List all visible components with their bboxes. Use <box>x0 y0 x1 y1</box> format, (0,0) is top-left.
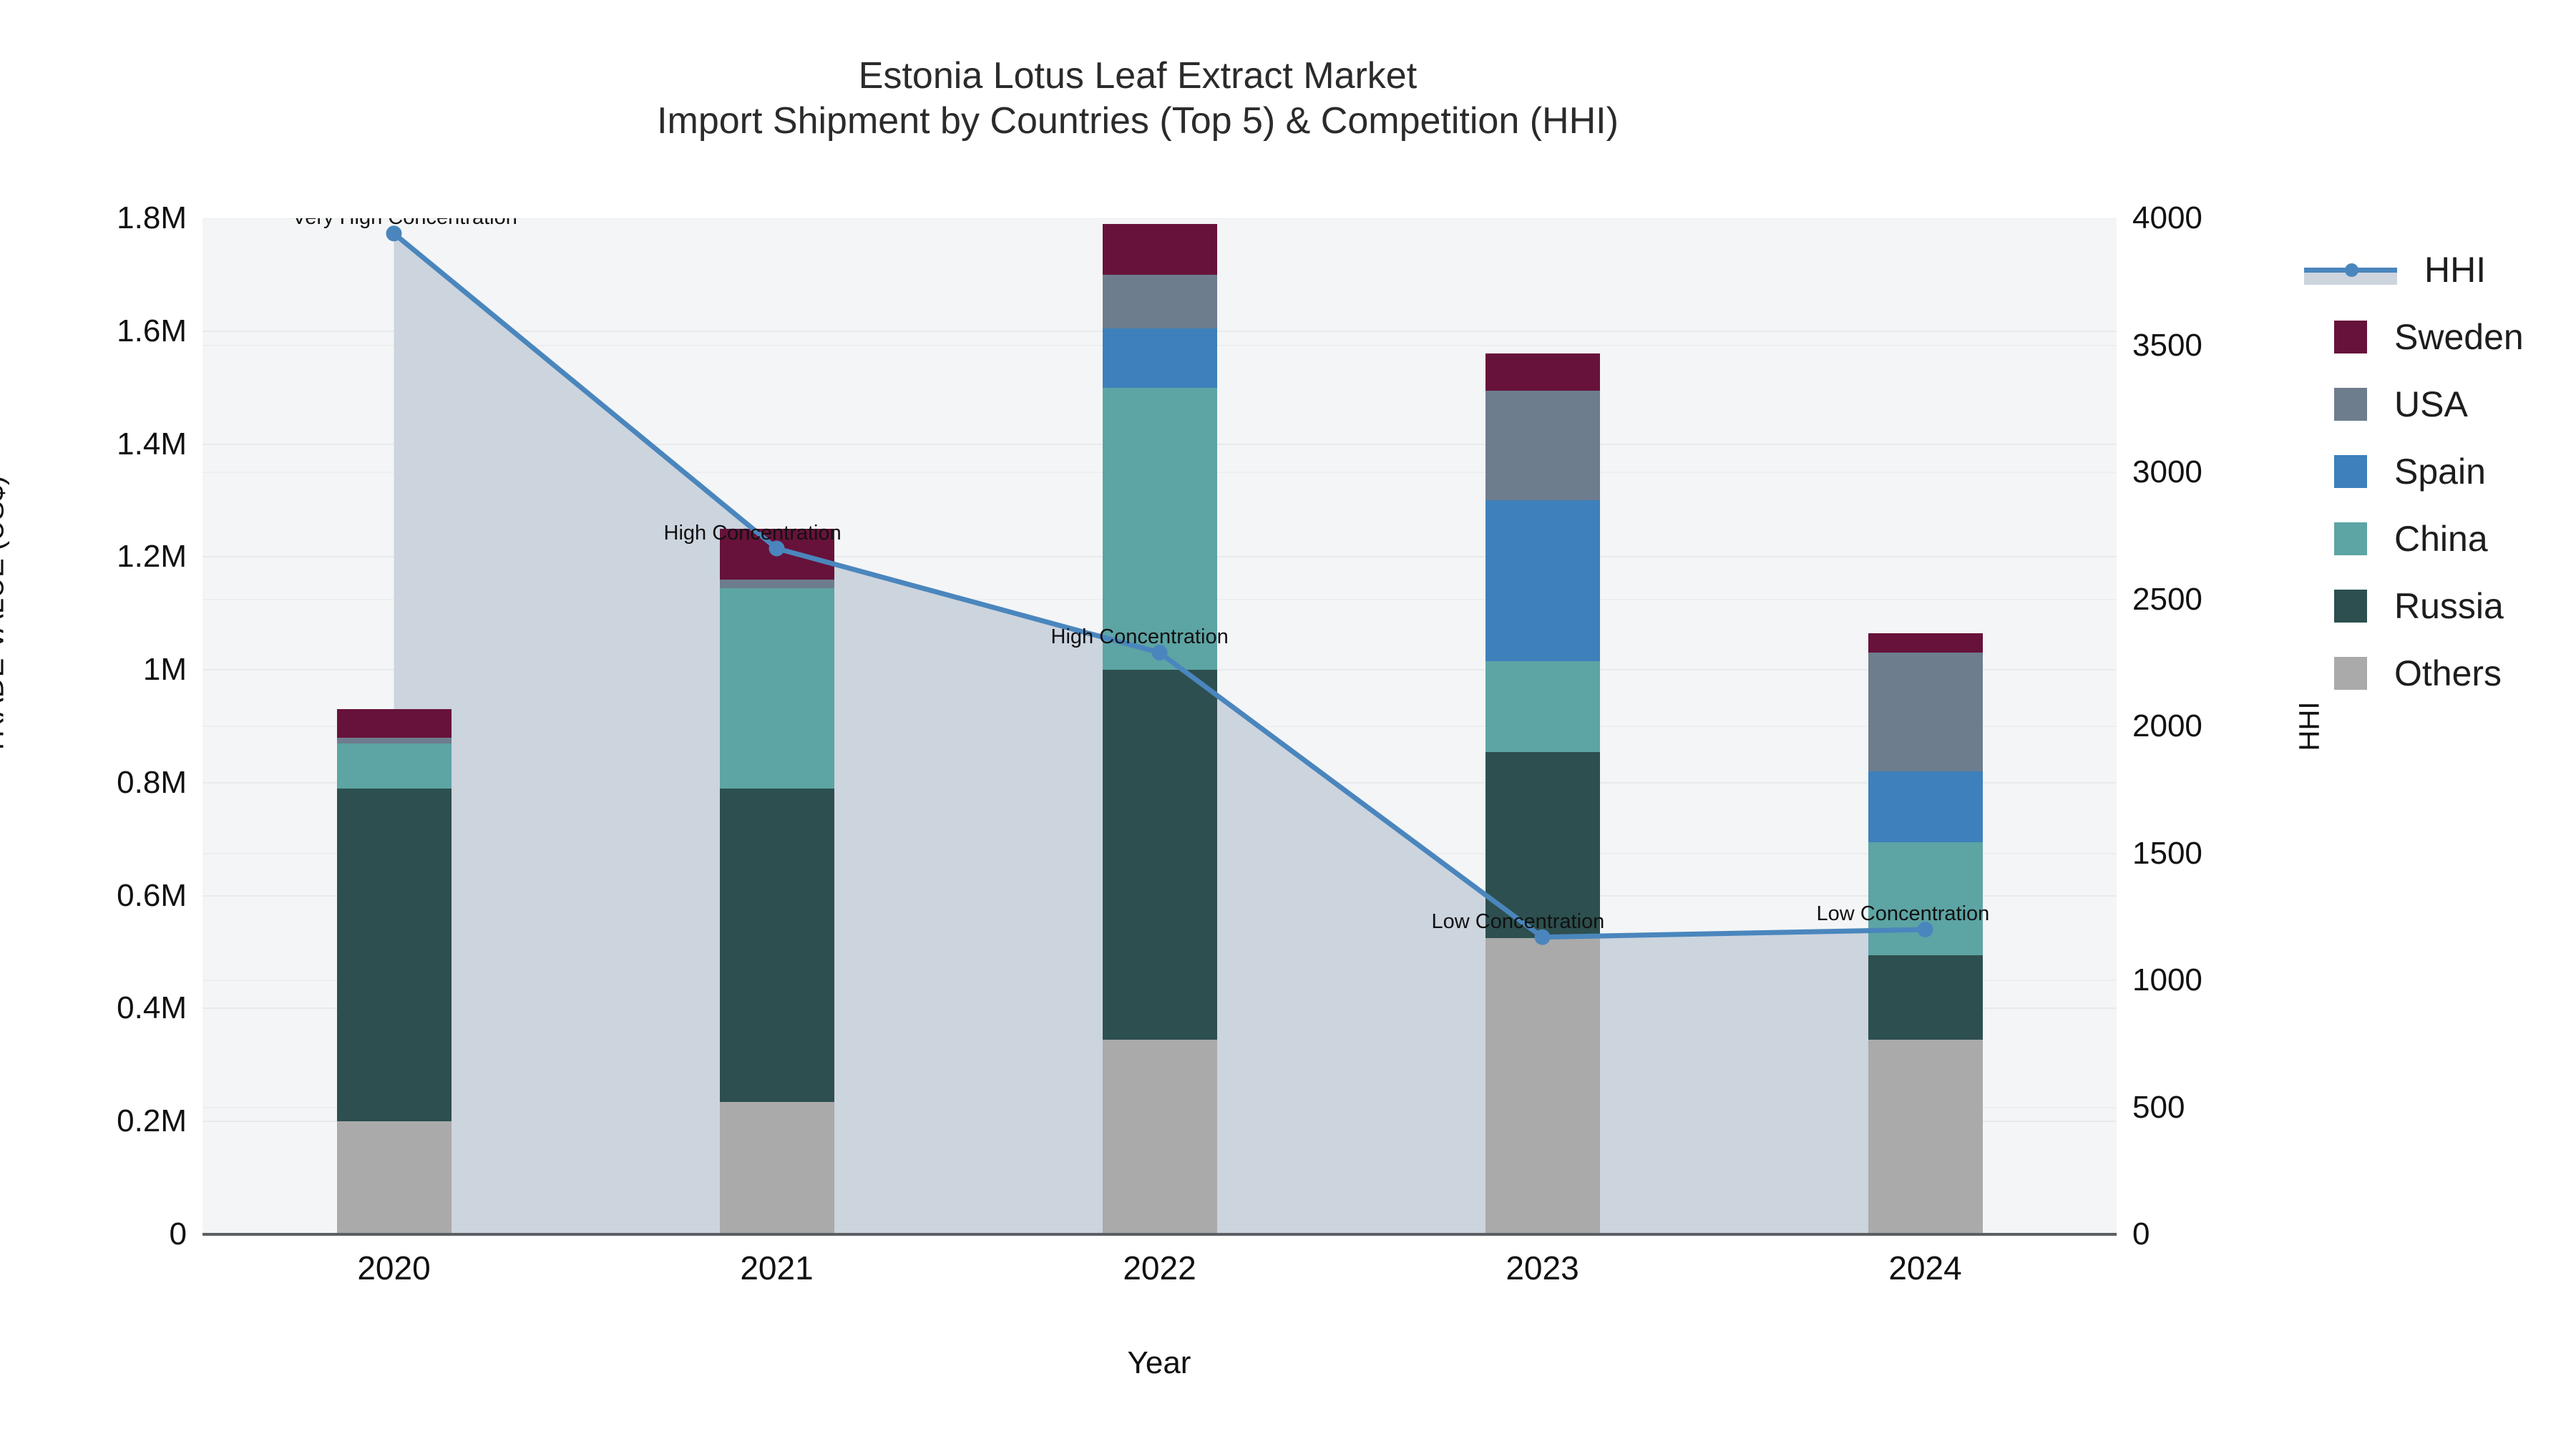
legend-swatch-icon <box>2334 321 2367 353</box>
bar-segment-russia-2024[interactable] <box>1868 955 1983 1040</box>
annotation-2023: Low Concentration <box>1431 909 1605 933</box>
y-tick-label: 0.6M <box>117 877 187 913</box>
y2-tick-label: 4000 <box>2132 200 2202 235</box>
y2-tick-label: 500 <box>2132 1089 2185 1125</box>
plot-area: Very High Concentration High Concentratio… <box>203 218 2117 1234</box>
y2-axis-title: HHI <box>2293 701 2326 751</box>
hhi-marker-2024[interactable] <box>1917 922 1933 937</box>
bar-segment-spain-2023[interactable] <box>1485 500 1600 662</box>
bar-segment-usa-2020[interactable] <box>336 737 452 743</box>
bar-segment-others-2023[interactable] <box>1485 937 1600 1234</box>
bar-stack-2024[interactable] <box>1868 218 1983 1234</box>
x-axis-line <box>203 1233 2117 1236</box>
y-tick-label: 0.4M <box>117 990 187 1026</box>
hhi-line-group <box>386 225 1933 945</box>
bar-segment-china-2020[interactable] <box>336 743 452 789</box>
legend-item-sweden[interactable]: Sweden <box>2297 303 2524 371</box>
bar-segment-sweden-2023[interactable] <box>1485 353 1600 391</box>
legend-item-russia[interactable]: Russia <box>2297 572 2524 640</box>
bar-segment-russia-2022[interactable] <box>1102 670 1217 1040</box>
bar-stack-2020[interactable] <box>336 218 452 1234</box>
bar-segment-others-2022[interactable] <box>1102 1039 1217 1234</box>
chart-title: Estonia Lotus Leaf Extract Market Import… <box>0 54 2275 145</box>
y-axis-title: TRADE VALUE (US$) <box>0 475 10 756</box>
plot-inner: Very High Concentration High Concentratio… <box>203 218 2117 1234</box>
x-tick-label-2024: 2024 <box>1888 1249 1962 1287</box>
legend-line-icon <box>2304 253 2397 286</box>
hhi-marker-2023[interactable] <box>1534 929 1551 945</box>
legend-swatch-icon <box>2334 657 2367 690</box>
x-tick-label-2022: 2022 <box>1123 1249 1196 1287</box>
y-tick-label: 1M <box>142 652 187 688</box>
bar-segment-russia-2021[interactable] <box>719 788 834 1102</box>
legend-swatch-icon <box>2334 590 2367 623</box>
y2-tick-label: 3000 <box>2132 454 2202 489</box>
legend-label: Spain <box>2394 452 2486 492</box>
legend-item-usa[interactable]: USA <box>2297 371 2524 438</box>
legend-item-spain[interactable]: Spain <box>2297 438 2524 505</box>
y2-tick-label: 3500 <box>2132 327 2202 363</box>
y-tick-label: 0 <box>169 1216 187 1252</box>
y2-tick-label: 0 <box>2132 1216 2150 1252</box>
bar-segment-others-2024[interactable] <box>1868 1039 1983 1234</box>
legend-swatch-icon <box>2334 455 2367 488</box>
legend-item-hhi[interactable]: HHI <box>2297 236 2524 303</box>
bar-segment-usa-2024[interactable] <box>1868 653 1983 772</box>
bar-segment-spain-2024[interactable] <box>1868 771 1983 842</box>
bar-stack-2022[interactable] <box>1102 218 1217 1234</box>
bar-segment-sweden-2022[interactable] <box>1102 223 1217 275</box>
bar-stack-2023[interactable] <box>1485 218 1600 1234</box>
x-tick-label-2021: 2021 <box>740 1249 814 1287</box>
legend-label: Sweden <box>2394 317 2524 357</box>
bar-segment-usa-2021[interactable] <box>719 579 834 588</box>
bar-segment-russia-2020[interactable] <box>336 788 452 1122</box>
x-tick-label-2023: 2023 <box>1506 1249 1579 1287</box>
bar-segment-sweden-2024[interactable] <box>1868 633 1983 653</box>
legend-label: China <box>2394 519 2488 559</box>
y2-tick-label: 2000 <box>2132 708 2202 743</box>
legend-label: Russia <box>2394 586 2504 626</box>
y2-tick-label: 1500 <box>2132 835 2202 871</box>
annotation-2020: Very High Concentration <box>293 218 517 230</box>
legend-label: USA <box>2394 384 2468 424</box>
annotation-2024: Low Concentration <box>1816 902 1990 925</box>
bar-segment-usa-2023[interactable] <box>1485 390 1600 501</box>
legend-label: HHI <box>2424 250 2487 290</box>
bar-segment-usa-2022[interactable] <box>1102 274 1217 328</box>
chart-legend: HHI Sweden USA Spain China Russia Others <box>2297 236 2524 707</box>
legend-label: Others <box>2394 653 2502 693</box>
hhi-line <box>392 231 1926 940</box>
legend-item-china[interactable]: China <box>2297 505 2524 572</box>
legend-item-others[interactable]: Others <box>2297 640 2524 707</box>
chart-title-line1: Estonia Lotus Leaf Extract Market <box>858 55 1418 97</box>
hhi-marker-2022[interactable] <box>1151 645 1168 661</box>
bar-segment-spain-2022[interactable] <box>1102 328 1217 388</box>
bar-segment-china-2021[interactable] <box>719 587 834 789</box>
legend-swatch-icon <box>2334 522 2367 555</box>
hhi-marker-2020[interactable] <box>386 225 402 242</box>
gridline <box>203 218 2117 219</box>
bar-segment-others-2021[interactable] <box>719 1101 834 1234</box>
y2-tick-label: 1000 <box>2132 962 2202 997</box>
x-axis-title: Year <box>1127 1345 1191 1380</box>
annotation-2022: High Concentration <box>1050 625 1229 649</box>
y-tick-label: 1.8M <box>117 200 187 235</box>
legend-swatch-icon <box>2334 388 2367 421</box>
y-tick-label: 1.2M <box>117 539 187 575</box>
bar-segment-china-2023[interactable] <box>1485 661 1600 752</box>
bar-segment-china-2022[interactable] <box>1102 387 1217 670</box>
chart-title-line2: Import Shipment by Countries (Top 5) & C… <box>657 100 1619 142</box>
y2-tick-label: 2500 <box>2132 581 2202 617</box>
hhi-marker-2021[interactable] <box>769 540 785 557</box>
y-tick-label: 1.4M <box>117 426 187 462</box>
bar-segment-sweden-2020[interactable] <box>336 709 452 738</box>
annotation-2021: High Concentration <box>663 521 841 545</box>
y-tick-label: 0.8M <box>117 764 187 800</box>
x-tick-label-2020: 2020 <box>357 1249 431 1287</box>
y-tick-label: 1.6M <box>117 313 187 348</box>
bar-segment-others-2020[interactable] <box>336 1121 452 1234</box>
y-tick-label: 0.2M <box>117 1103 187 1139</box>
